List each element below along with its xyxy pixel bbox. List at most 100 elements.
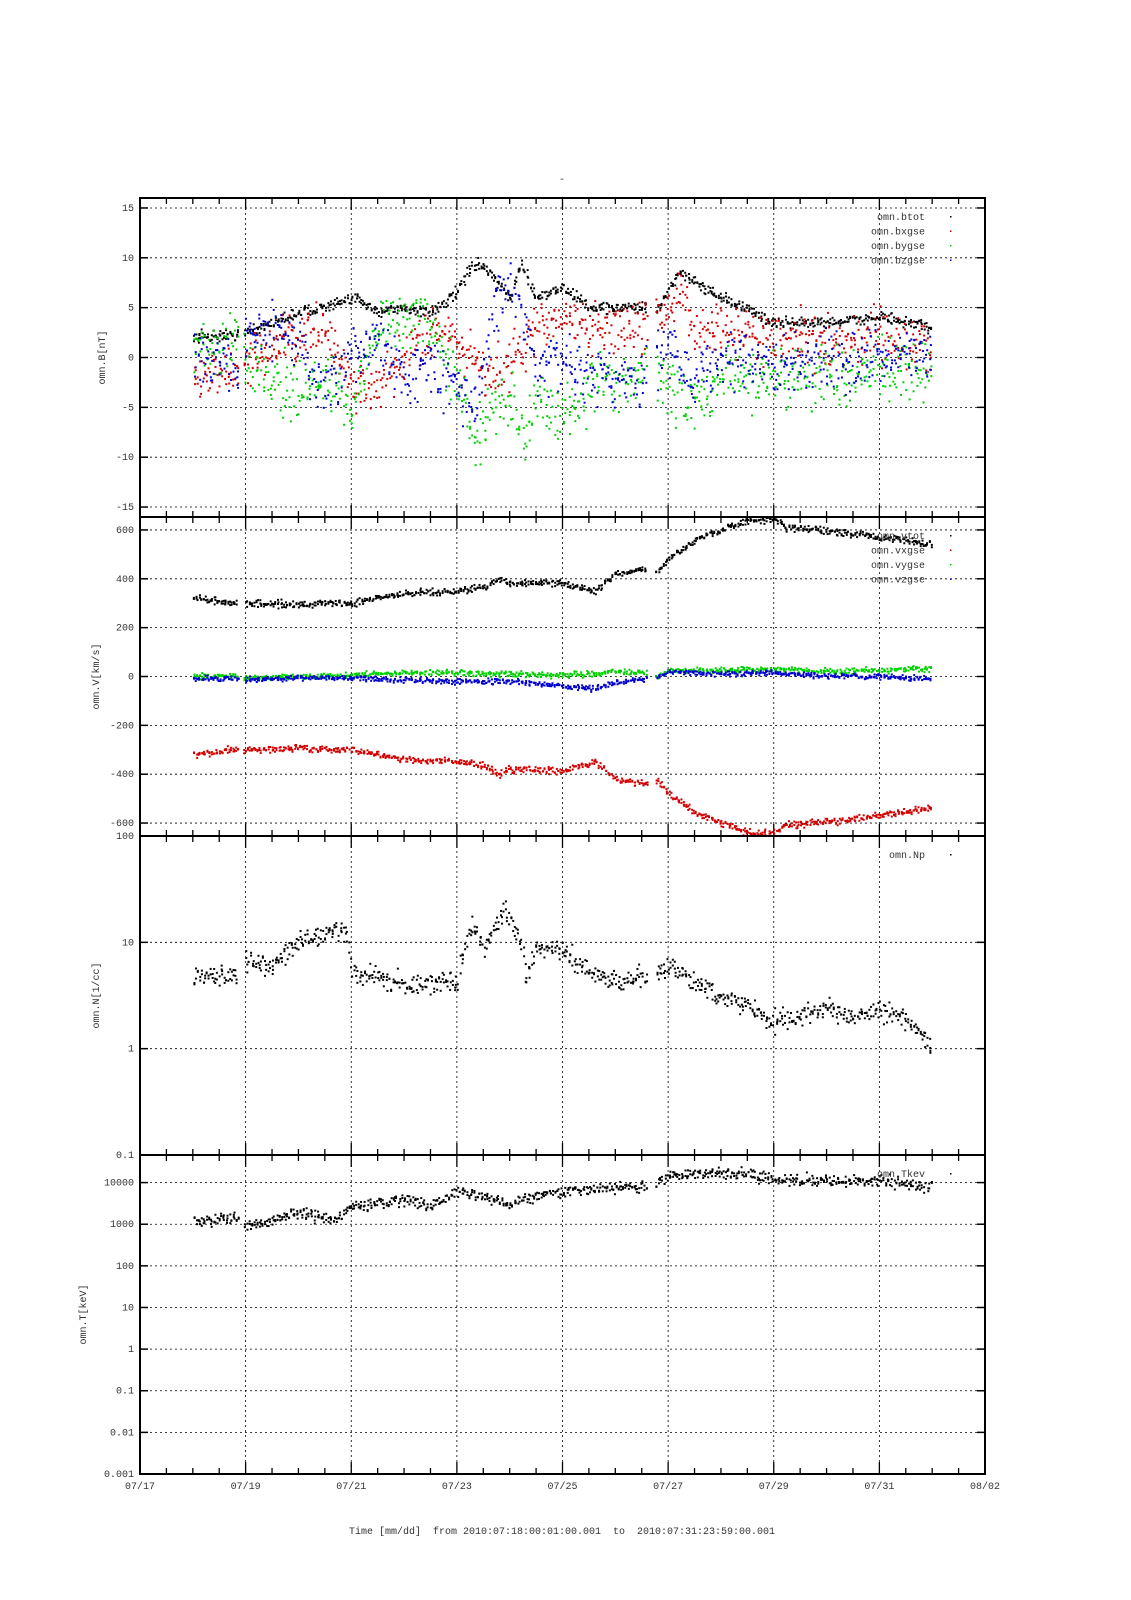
data-point <box>660 567 663 570</box>
data-point <box>620 310 623 313</box>
data-point <box>437 338 440 341</box>
data-point <box>848 382 851 385</box>
data-point <box>405 336 408 339</box>
data-point <box>568 312 571 315</box>
data-point <box>735 825 738 828</box>
data-point <box>386 596 389 599</box>
data-point <box>394 345 397 348</box>
data-point <box>824 350 827 353</box>
data-point <box>487 334 490 337</box>
data-point <box>415 591 418 594</box>
data-point <box>808 529 811 532</box>
data-point <box>375 312 378 315</box>
data-point <box>573 298 576 301</box>
data-point <box>398 334 401 337</box>
y-tick-label: -15 <box>116 503 134 514</box>
data-point <box>327 602 330 605</box>
data-point <box>833 393 836 396</box>
data-point <box>533 384 536 387</box>
data-point <box>305 605 308 608</box>
data-point <box>194 351 197 354</box>
data-point <box>819 525 822 528</box>
data-point <box>548 416 551 419</box>
data-point <box>506 581 509 584</box>
data-point <box>419 358 422 361</box>
data-point <box>332 356 335 359</box>
data-point <box>850 384 853 387</box>
data-point <box>439 761 442 764</box>
data-point <box>883 538 886 541</box>
data-point <box>897 347 900 350</box>
data-point <box>591 762 594 765</box>
data-point <box>555 291 558 294</box>
data-point <box>576 307 579 310</box>
data-point <box>711 532 714 535</box>
data-point <box>562 361 565 364</box>
data-point <box>703 325 706 328</box>
data-point <box>613 390 616 393</box>
data-point <box>246 600 249 603</box>
data-point <box>205 346 208 349</box>
data-point <box>357 752 360 755</box>
data-point <box>423 307 426 310</box>
data-point <box>312 328 315 331</box>
data-point <box>234 367 237 370</box>
data-point <box>907 362 910 365</box>
data-point <box>276 363 279 366</box>
data-point <box>847 320 850 323</box>
data-point <box>333 342 336 345</box>
data-point <box>684 309 687 312</box>
data-point <box>458 384 461 387</box>
data-point <box>330 373 333 376</box>
data-point <box>502 288 505 291</box>
data-point <box>657 777 660 780</box>
data-point <box>358 355 361 358</box>
data-point <box>626 310 629 313</box>
data-point <box>356 297 359 300</box>
data-point <box>700 405 703 408</box>
data-point <box>908 398 911 401</box>
data-point <box>908 542 911 545</box>
data-point <box>295 314 298 317</box>
data-point <box>722 299 725 302</box>
data-point <box>500 282 503 285</box>
data-point <box>412 302 415 305</box>
data-point <box>690 390 693 393</box>
data-point <box>494 276 497 279</box>
data-point <box>724 354 727 357</box>
data-point <box>253 601 256 604</box>
data-point <box>838 403 841 406</box>
data-point <box>522 426 525 429</box>
data-point <box>884 349 887 352</box>
data-point <box>643 376 646 379</box>
data-point <box>455 395 458 398</box>
data-point <box>915 338 918 341</box>
data-point <box>576 585 579 588</box>
data-point <box>301 354 304 357</box>
data-point <box>660 326 663 329</box>
data-point <box>709 362 712 365</box>
data-point <box>426 758 429 761</box>
data-point <box>837 354 840 357</box>
data-point <box>627 780 630 783</box>
data-point <box>432 759 435 762</box>
data-point <box>581 587 584 590</box>
data-point <box>202 377 205 380</box>
data-point <box>826 369 829 372</box>
data-point <box>719 820 722 823</box>
data-point <box>269 604 272 607</box>
data-point <box>502 278 505 281</box>
data-point <box>522 331 525 334</box>
data-point <box>759 316 762 319</box>
data-point <box>442 359 445 362</box>
data-point <box>768 830 771 833</box>
data-point <box>449 590 452 593</box>
data-point <box>857 348 860 351</box>
data-point <box>871 374 874 377</box>
data-point <box>849 390 852 393</box>
data-point <box>500 285 503 288</box>
data-point <box>644 311 647 314</box>
data-point <box>262 748 265 751</box>
data-point <box>710 292 713 295</box>
data-point <box>315 748 318 751</box>
